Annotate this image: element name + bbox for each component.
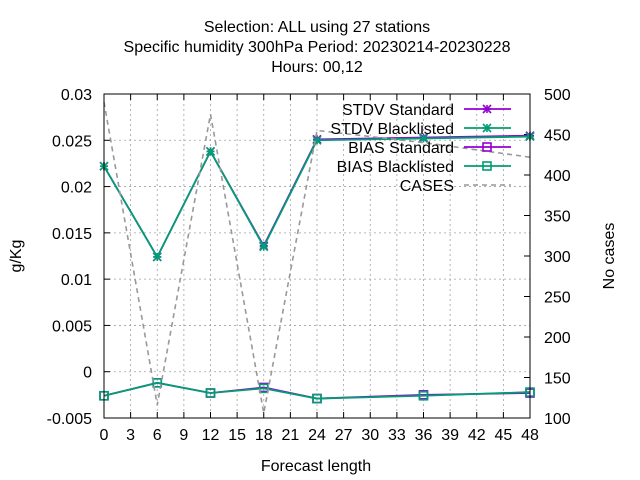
title-line: Selection: ALL using 27 stations (204, 19, 430, 36)
series-point (312, 393, 322, 404)
x-axis-ticks: 0 3 6 9 12 15 18 21 24 27 30 33 36 39 42 45 48 (100, 94, 539, 444)
series-point (482, 142, 492, 152)
plot-border (103, 93, 531, 419)
x-tick-label: 24 (308, 427, 326, 444)
x-tick-label: 27 (335, 427, 353, 444)
y-axis-label: g/Kg (8, 240, 25, 273)
x-tick-label: 18 (255, 427, 273, 444)
x-tick-label: 48 (521, 427, 539, 444)
series-line (103, 134, 531, 259)
y-tick-label: 0 (83, 365, 92, 382)
series-point (312, 135, 322, 145)
x-tick-label: 6 (153, 427, 162, 444)
x-tick-label: 21 (281, 427, 299, 444)
x-tick-label: 42 (468, 427, 486, 444)
legend-label: STDV Standard (342, 102, 454, 119)
y-tick-label: -0.005 (47, 411, 92, 428)
x-tick-label: 36 (415, 427, 433, 444)
title-line: Hours: 00,12 (271, 59, 363, 76)
y-tick-label: 0.015 (52, 226, 92, 243)
x-tick-label: 0 (100, 427, 109, 444)
grid (104, 94, 530, 418)
y2-tick-label: 100 (544, 411, 571, 428)
x-tick-label: 33 (388, 427, 406, 444)
legend-label: CASES (400, 178, 454, 195)
y2-tick-label: 250 (544, 290, 571, 307)
x-tick-label: 45 (494, 427, 512, 444)
x-tick-label: 12 (202, 427, 220, 444)
y2-axis-ticks: 100 150 200 250 300 350 400 450 500 (524, 87, 571, 428)
y-tick-label: 0.005 (52, 318, 92, 335)
y2-axis-label: No cases (601, 223, 618, 290)
series-point (482, 123, 492, 133)
x-tick-label: 3 (126, 427, 135, 444)
series-line (103, 101, 531, 414)
y-tick-label: 0.03 (61, 87, 92, 104)
series-point (259, 242, 269, 252)
series-point (418, 390, 429, 401)
series-point (152, 252, 162, 262)
y-tick-label: 0.025 (52, 133, 92, 150)
y2-tick-label: 450 (544, 128, 571, 145)
series-layer (99, 101, 535, 414)
x-axis-label: Forecast length (261, 458, 371, 475)
y2-tick-label: 200 (544, 330, 571, 347)
y2-tick-label: 150 (544, 371, 571, 388)
y2-tick-label: 350 (544, 209, 571, 226)
series-line (103, 381, 531, 400)
legend-label: STDV Blacklisted (330, 121, 454, 138)
title-line: Specific humidity 300hPa Period: 2023021… (124, 39, 511, 56)
legend-label: BIAS Blacklisted (337, 159, 454, 176)
series-point (205, 146, 216, 156)
x-tick-label: 9 (179, 427, 188, 444)
y2-tick-label: 500 (544, 87, 571, 104)
legend-label: BIAS Standard (348, 140, 454, 157)
y2-tick-label: 300 (544, 249, 571, 266)
y2-tick-label: 400 (544, 168, 571, 185)
series-point (482, 104, 492, 114)
chart-title: Selection: ALL using 27 stations Specific… (124, 19, 511, 76)
legend: STDV Standard STDV Blacklisted BIAS Standa… (330, 102, 511, 195)
series-point (482, 161, 492, 171)
x-tick-label: 39 (441, 427, 459, 444)
series-point (418, 133, 429, 143)
series-point (205, 388, 216, 398)
series-point (152, 378, 163, 388)
y-tick-label: 0.01 (61, 272, 92, 289)
y-tick-label: 0.02 (61, 180, 92, 197)
y-axis-ticks: -0.005 0 0.005 0.01 0.015 0.02 0.025 0.03 (47, 87, 110, 428)
x-tick-label: 30 (361, 427, 379, 444)
x-tick-label: 15 (228, 427, 246, 444)
